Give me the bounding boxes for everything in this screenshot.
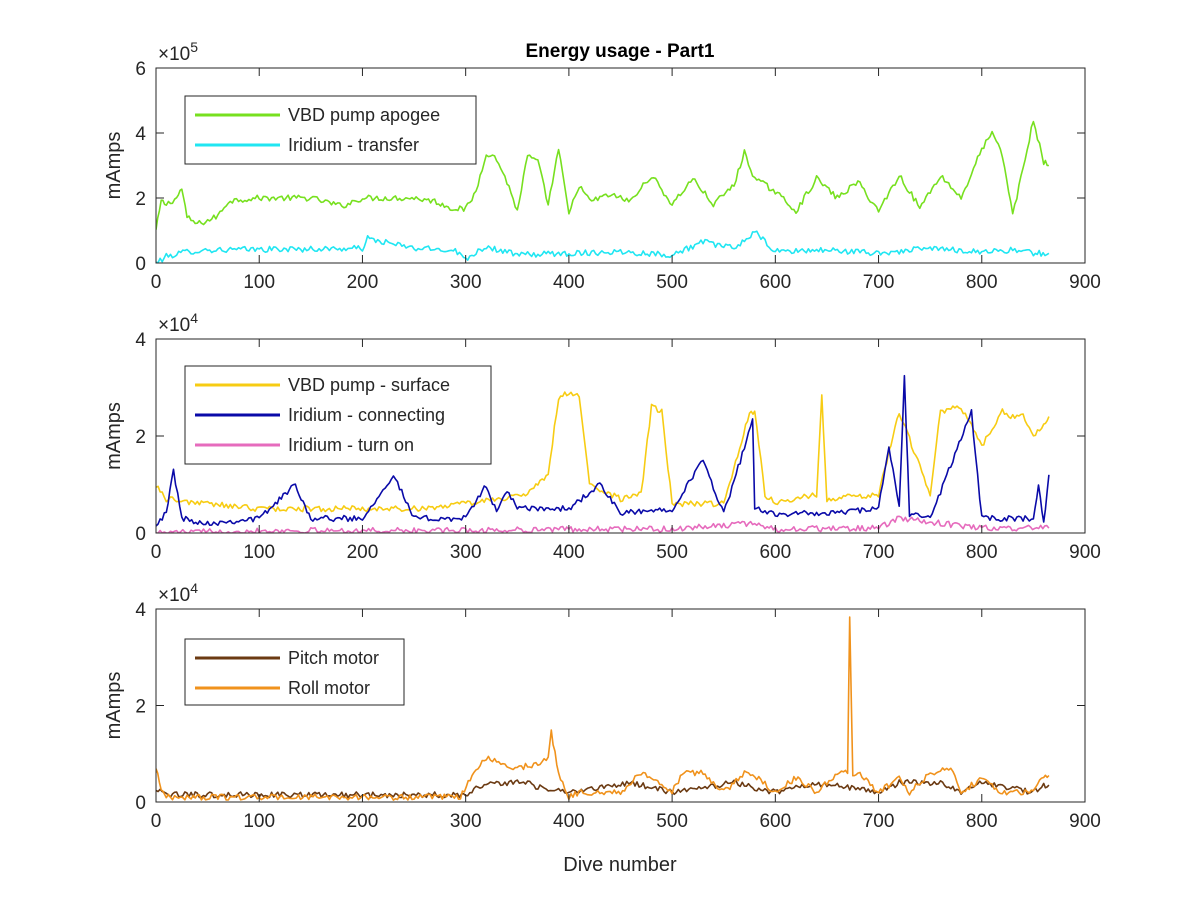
axes-energy-apogee-transfer: 0 100 200 300 400 500 600 700 800 900 0 2 4 6 ×105 mAmp… [103,39,1101,293]
x-tick-label: 300 [450,272,482,293]
y-axis-label: mAmps [103,402,125,470]
x-tick-label: 800 [966,811,998,832]
y-tick-label: 2 [135,189,146,210]
x-tick-label: 100 [243,542,275,563]
y-tick-label: 4 [135,600,146,621]
plot-area-frame [155,67,1086,264]
x-tick-label: 500 [656,811,688,832]
x-tick-label: 0 [151,811,162,832]
x-tick-label: 300 [450,811,482,832]
y-tick-label: 4 [135,330,146,351]
x-tick-label: 500 [656,542,688,563]
x-tick-label: 700 [863,272,895,293]
legend-label-vbd-pump-surface: VBD pump - surface [288,375,450,395]
axes-energy-motors: 0 100 200 300 400 500 600 700 800 900 0 2 4 ×104 mAmps… [103,580,1101,832]
legend: Pitch motor Roll motor [184,638,405,706]
y-exponent-label: ×104 [158,580,198,606]
legend-label-iridium-turn-on: Iridium - turn on [288,435,414,455]
legend-box [184,638,405,706]
y-tick-label: 2 [135,427,146,448]
legend: VBD pump apogee Iridium - transfer [184,95,477,165]
x-tick-label: 200 [347,272,379,293]
legend-label-roll-motor: Roll motor [288,678,370,698]
y-axis-label: mAmps [103,672,125,740]
series-line-iridium-transfer [156,230,1050,263]
series-line-iridium-connecting [156,374,1050,527]
y-exponent-label: ×104 [158,310,198,336]
x-tick-label: 400 [553,542,585,563]
y-tick-label: 2 [135,697,146,718]
x-tick-label: 0 [151,272,162,293]
x-tick-label: 600 [759,272,791,293]
x-tick-label: 800 [966,542,998,563]
x-tick-label: 600 [759,811,791,832]
legend-label-iridium-connecting: Iridium - connecting [288,405,445,425]
y-tick-label: 0 [135,793,146,814]
x-tick-label: 900 [1069,272,1101,293]
legend-box [184,95,477,165]
y-tick-label: 4 [135,124,146,145]
x-tick-label: 900 [1069,811,1101,832]
x-tick-label: 600 [759,542,791,563]
legend-label-iridium-transfer: Iridium - transfer [288,135,419,155]
series-line-roll-motor [156,616,1050,801]
y-tick-label: 6 [135,59,146,80]
series-line-vbd-pump-apogee [156,120,1049,230]
x-tick-label: 200 [347,542,379,563]
x-tick-label: 300 [450,542,482,563]
x-tick-label: 800 [966,272,998,293]
figure-xlabel: Dive number [563,854,677,876]
x-tick-label: 700 [863,542,895,563]
x-tick-label: 900 [1069,542,1101,563]
x-tick-label: 700 [863,811,895,832]
x-tick-label: 400 [553,811,585,832]
x-tick-label: 100 [243,811,275,832]
legend-label-pitch-motor: Pitch motor [288,648,379,668]
y-tick-label: 0 [135,524,146,545]
x-tick-label: 200 [347,811,379,832]
axes-energy-surface-connecting: 0 100 200 300 400 500 600 700 800 900 0 2 4 ×104 mAmps… [103,310,1101,563]
y-axis-label: mAmps [103,132,125,200]
y-tick-label: 0 [135,254,146,275]
x-tick-label: 0 [151,542,162,563]
x-tick-label: 400 [553,272,585,293]
figure-title: Energy usage - Part1 [525,41,714,62]
x-tick-label: 500 [656,272,688,293]
y-exponent-label: ×105 [158,39,198,65]
legend-label-vbd-pump-apogee: VBD pump apogee [288,105,440,125]
legend: VBD pump - surface Iridium - connecting Ir… [184,365,492,465]
x-tick-label: 100 [243,272,275,293]
